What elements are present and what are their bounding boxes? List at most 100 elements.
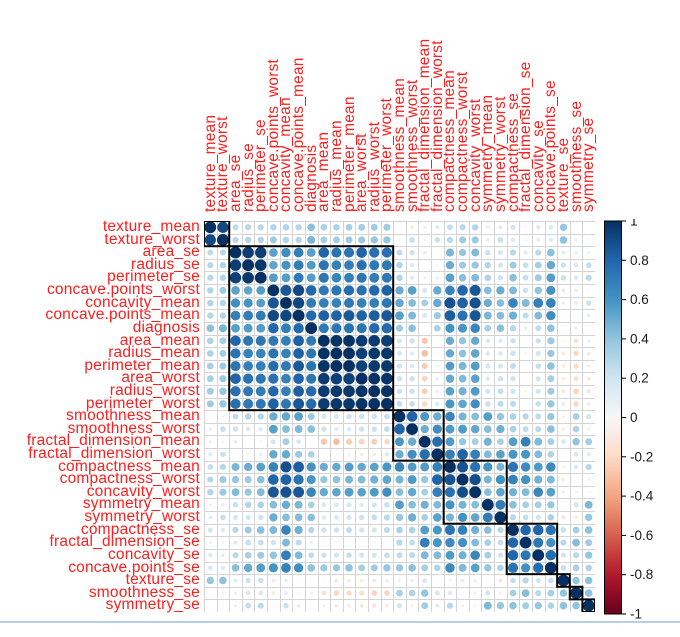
corr-cell	[423, 276, 426, 279]
corr-cell	[371, 590, 378, 596]
corr-cell	[420, 462, 430, 472]
corr-cell	[221, 553, 225, 558]
corr-cell	[346, 426, 352, 432]
corr-cell	[485, 388, 491, 394]
corr-cell	[408, 500, 416, 509]
corr-cell	[245, 590, 251, 596]
corr-cell	[217, 221, 229, 233]
corr-cell	[522, 426, 529, 433]
corr-cell	[444, 310, 456, 321]
corr-cell	[331, 260, 342, 271]
corr-cell	[535, 590, 542, 597]
corr-cell	[562, 465, 565, 469]
corr-cell	[318, 260, 329, 271]
corr-cell	[219, 576, 227, 585]
corr-cell	[419, 449, 430, 460]
corr-cell	[586, 313, 591, 318]
cluster-box	[442, 459, 508, 525]
corr-cell	[485, 351, 491, 356]
corr-cell	[508, 298, 518, 308]
corr-cell	[306, 248, 316, 257]
corr-cell	[497, 363, 503, 369]
corr-cell	[243, 373, 254, 384]
corr-cell	[471, 261, 479, 269]
corr-cell	[355, 347, 368, 360]
corr-cell	[587, 339, 591, 343]
corr-cell	[535, 325, 542, 332]
corr-cell	[305, 310, 317, 321]
corr-cell	[572, 576, 580, 585]
corr-cell	[534, 261, 542, 269]
corr-cell	[381, 297, 392, 309]
corr-cell	[572, 425, 580, 433]
corr-cell	[396, 261, 403, 269]
corr-cell	[359, 527, 365, 533]
corr-cell	[280, 461, 292, 473]
corr-cell	[382, 462, 392, 472]
row-label-concavity_mean: concavity_mean	[85, 293, 200, 311]
corr-cell	[484, 274, 492, 282]
corr-cell	[293, 360, 305, 372]
corr-cell	[331, 298, 342, 308]
corr-cell	[521, 589, 530, 597]
corr-cell	[368, 372, 381, 385]
corr-cell	[546, 462, 556, 472]
corr-cell	[384, 502, 390, 508]
corr-cell	[434, 590, 440, 596]
color-legend: 1 0.8 0.6 0.4 0.2 0 -0.2 -0.4 -0.6 -0.8 -1	[604, 219, 654, 619]
corr-cell	[498, 351, 503, 356]
corr-cell	[433, 412, 442, 421]
corr-cell	[282, 513, 290, 522]
corr-cell	[546, 310, 556, 321]
corr-cell	[231, 475, 240, 484]
corr-cell	[204, 234, 216, 246]
corr-cell	[561, 402, 566, 406]
corr-cell	[445, 513, 454, 522]
corr-cell	[521, 449, 531, 459]
corr-cell	[269, 260, 278, 270]
corr-cell	[381, 272, 392, 283]
corr-cell	[357, 487, 367, 497]
corr-cell	[535, 413, 542, 420]
row-label-diagnosis: diagnosis	[132, 318, 200, 336]
corr-cell	[584, 500, 593, 509]
corr-cell	[470, 424, 480, 434]
corr-cell	[206, 400, 214, 408]
corr-cell	[435, 389, 440, 394]
corr-cell	[206, 576, 214, 585]
corr-cell	[470, 449, 481, 460]
corr-cell	[573, 262, 579, 268]
corr-cell	[485, 376, 491, 381]
corr-cell	[358, 413, 365, 420]
corr-cell	[395, 450, 404, 459]
corr-cell	[459, 236, 467, 244]
corr-cell	[282, 438, 290, 446]
corr-cell	[318, 298, 329, 308]
corr-cell	[445, 386, 455, 396]
corr-cell	[457, 525, 468, 535]
corr-cell	[331, 272, 342, 283]
corr-cell	[573, 401, 579, 407]
corr-cell	[208, 427, 212, 431]
corr-cell	[432, 462, 443, 472]
corr-cell	[522, 602, 530, 610]
corr-cell	[561, 288, 566, 293]
corr-cell	[562, 327, 565, 329]
corr-cell	[230, 398, 241, 410]
corr-cell	[585, 262, 592, 269]
corr-cell	[270, 539, 277, 546]
corr-cell	[343, 360, 355, 372]
row-label-area_se: area_se	[142, 243, 200, 261]
corr-cell	[333, 590, 340, 596]
corr-cell	[483, 298, 492, 308]
corr-cell	[208, 541, 212, 544]
corr-cell	[533, 562, 544, 574]
corr-cell	[219, 274, 227, 281]
corr-cell	[270, 439, 276, 445]
corr-cell	[343, 385, 355, 398]
legend-tick-label: 0.2	[630, 371, 649, 386]
corr-cell	[254, 259, 267, 271]
corr-cell	[522, 287, 529, 294]
row-label-symmetry_worst: symmetry_worst	[84, 508, 200, 526]
corr-cell	[267, 486, 279, 498]
